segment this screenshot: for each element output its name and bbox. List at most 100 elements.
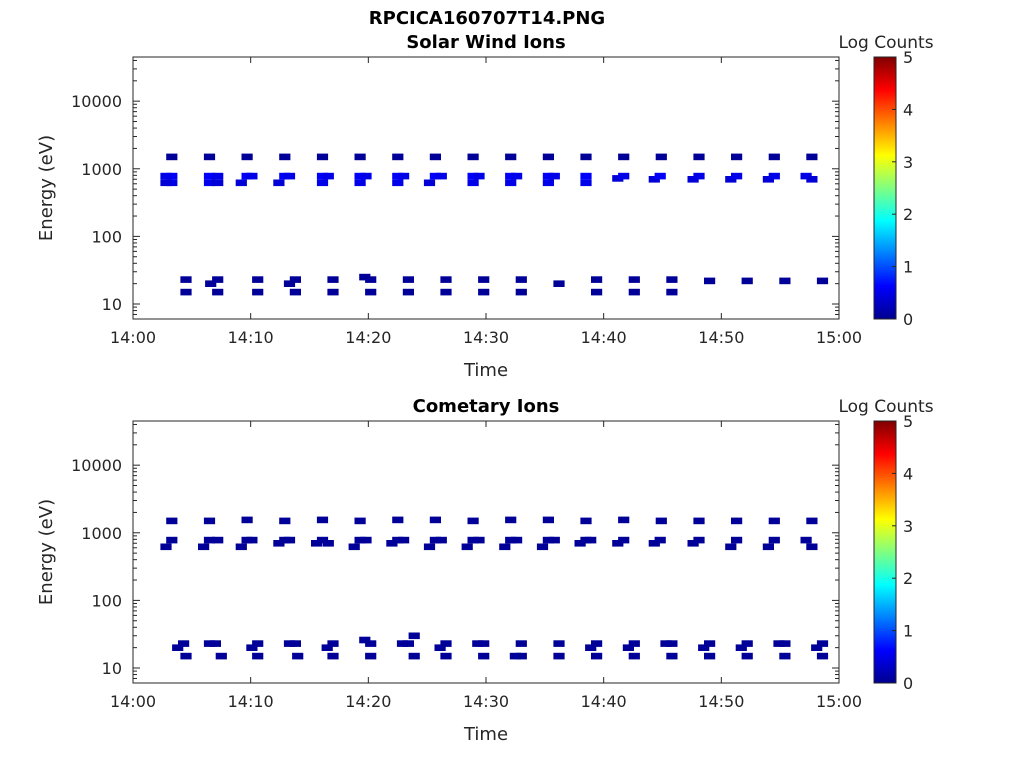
heatmap-cell <box>398 536 410 544</box>
heatmap-cell <box>693 172 705 180</box>
colorbar-tick-label: 3 <box>903 153 913 172</box>
colorbar-tick-label: 0 <box>903 674 913 693</box>
heatmap-cell <box>768 172 780 180</box>
heatmap-cells <box>160 516 829 660</box>
heatmap-cell <box>321 644 333 651</box>
heatmap-cell <box>628 652 640 660</box>
x-tick-label: 14:20 <box>345 692 391 711</box>
heatmap-cell <box>252 640 264 647</box>
y-tick-label: 100 <box>91 227 122 246</box>
heatmap-cell <box>289 640 301 647</box>
heatmap-cell <box>741 277 753 285</box>
heatmap-cell <box>698 644 710 651</box>
heatmap-cell <box>648 540 660 547</box>
heatmap-cell <box>580 172 592 180</box>
spectrogram-panels: 14:00 14:10 14:20 14:30 14:40 14:50 15:0010100… <box>36 32 934 745</box>
heatmap-cell <box>392 153 404 161</box>
colorbar-tick-label: 1 <box>903 622 913 641</box>
heatmap-cell <box>392 179 404 187</box>
heatmap-cell <box>704 277 716 285</box>
heatmap-cell <box>704 652 716 660</box>
heatmap-cell <box>467 517 479 525</box>
heatmap-cell <box>283 640 296 647</box>
heatmap-cell <box>618 153 630 161</box>
heatmap-cell <box>402 640 414 647</box>
heatmap-cell <box>800 172 812 180</box>
heatmap-cell <box>178 640 190 647</box>
heatmap-cell <box>811 644 823 651</box>
x-tick-label: 14:00 <box>110 328 156 347</box>
heatmap-cell <box>322 540 334 547</box>
colorbar-label: Log Counts <box>838 33 933 53</box>
heatmap-cell <box>166 536 178 544</box>
x-tick-label: 14:50 <box>698 328 744 347</box>
heatmap-cell <box>360 536 372 544</box>
y-axis-label: Energy (eV) <box>36 135 57 241</box>
colorbar-gradient <box>873 56 897 320</box>
heatmap-cell <box>327 276 339 283</box>
colorbar-tick-label: 0 <box>903 310 913 329</box>
heatmap-cell <box>548 172 560 180</box>
heatmap-cell <box>467 536 479 544</box>
panel-solar-wind: 14:00 14:10 14:20 14:30 14:40 14:50 15:0010100… <box>36 32 934 381</box>
heatmap-cell <box>246 172 258 180</box>
heatmap-cell <box>423 543 436 551</box>
heatmap-cell <box>618 516 630 524</box>
heatmap-cell <box>283 172 296 180</box>
heatmap-cell <box>203 153 216 161</box>
heatmap-cell <box>354 153 366 161</box>
heatmap-cell <box>327 288 339 296</box>
heatmap-cell <box>212 179 224 187</box>
y-tick-label: 10000 <box>71 456 122 475</box>
heatmap-cell <box>591 276 603 283</box>
heatmap-cell <box>434 644 446 651</box>
heatmap-cell <box>731 536 743 544</box>
x-axis-label: Time <box>463 724 508 745</box>
heatmap-cell <box>467 172 479 180</box>
heatmap-cell <box>365 640 377 647</box>
heatmap-cell <box>553 652 565 660</box>
heatmap-cell <box>241 516 253 524</box>
heatmap-cell <box>779 640 791 647</box>
heatmap-cell <box>180 652 192 660</box>
heatmap-cell <box>440 652 452 660</box>
colorbar-tick-label: 1 <box>903 258 913 277</box>
heatmap-cell <box>316 516 329 524</box>
heatmap-cell <box>166 153 178 161</box>
heatmap-cell <box>478 652 490 660</box>
heatmap-cell <box>252 652 264 660</box>
heatmap-cell <box>198 543 210 551</box>
heatmap-cell <box>316 153 329 161</box>
figure-title: RPCICA160707T14.PNG <box>369 8 605 29</box>
heatmap-cell <box>166 179 178 187</box>
heatmap-cell <box>235 543 247 551</box>
heatmap-cells <box>160 153 829 296</box>
heatmap-cell <box>252 288 264 296</box>
heatmap-cell <box>316 172 329 180</box>
heatmap-cell <box>585 536 597 544</box>
heatmap-cell <box>654 536 666 544</box>
heatmap-cell <box>327 652 339 660</box>
heatmap-cell <box>252 276 264 283</box>
heatmap-cell <box>553 280 565 287</box>
colorbar: Log Counts 0 1 2 3 4 5 <box>838 397 933 693</box>
heatmap-cell <box>800 536 812 544</box>
heatmap-cell <box>215 652 227 660</box>
heatmap-cell <box>515 288 527 296</box>
heatmap-cell <box>591 652 603 660</box>
heatmap-cell <box>585 644 597 651</box>
panel-title: Solar Wind Ions <box>406 32 565 53</box>
heatmap-cell <box>725 176 737 183</box>
x-tick-label: 14:20 <box>345 328 391 347</box>
heatmap-cell <box>687 176 699 183</box>
heatmap-cell <box>402 276 414 283</box>
heatmap-cell <box>773 640 785 647</box>
heatmap-cell <box>693 536 705 544</box>
heatmap-cell <box>628 288 640 296</box>
heatmap-cell <box>180 288 192 296</box>
colorbar-tick-label: 2 <box>903 205 913 224</box>
panel-cometary: 14:00 14:10 14:20 14:30 14:40 14:50 15:0010100… <box>36 396 934 745</box>
heatmap-cell <box>396 640 409 647</box>
heatmap-cell <box>666 652 678 660</box>
x-tick-label: 14:30 <box>463 328 509 347</box>
